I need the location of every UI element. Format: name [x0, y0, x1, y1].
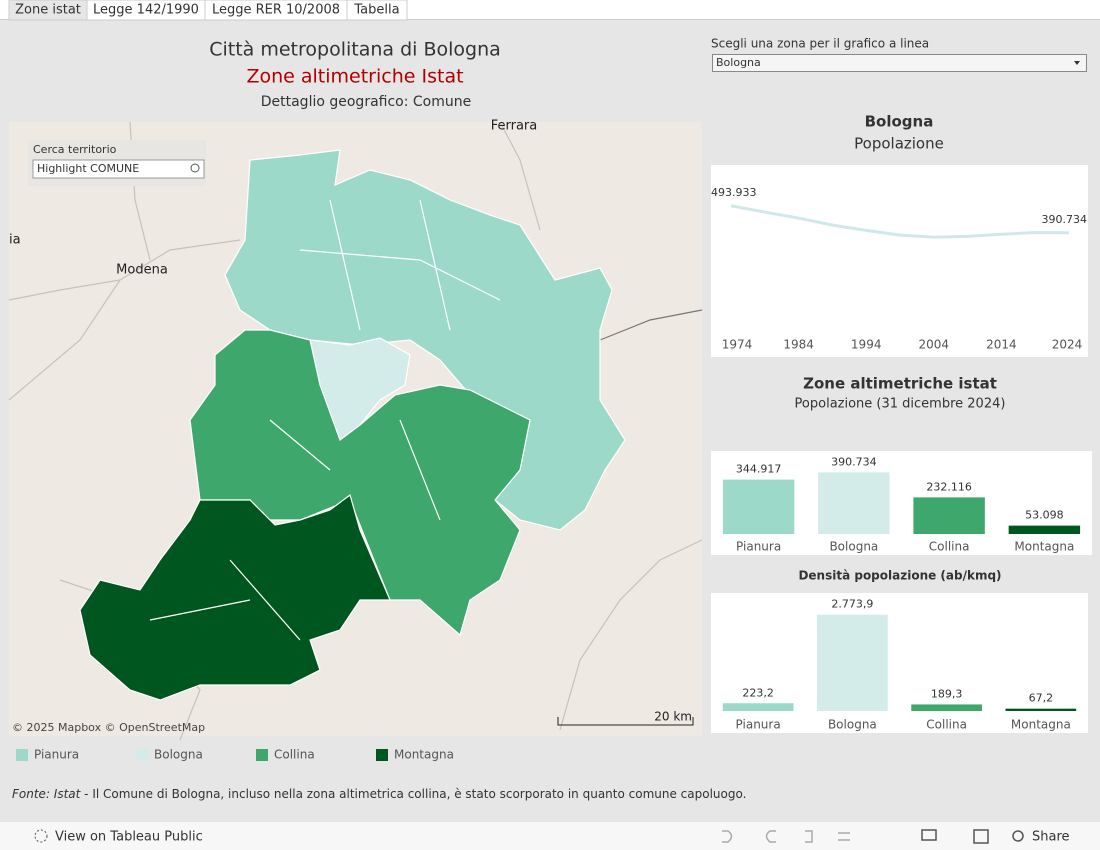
- bar: [1005, 708, 1077, 711]
- legend-swatch: [136, 749, 148, 761]
- data-label: 390.734: [1042, 213, 1088, 226]
- chart-subtitle: Popolazione (31 dicembre 2024): [795, 397, 1006, 412]
- search-placeholder[interactable]: Highlight COMUNE: [37, 162, 139, 175]
- boundaries: [149, 199, 501, 641]
- bar: [817, 614, 888, 711]
- dropdown[interactable]: [712, 54, 1087, 72]
- data-label: 232.116: [926, 480, 972, 493]
- chart-subtitle: Popolazione: [854, 135, 944, 153]
- x-tick-label: Montagna: [1011, 718, 1071, 732]
- x-tick-label: 2014: [986, 338, 1017, 352]
- bar: [1008, 525, 1081, 534]
- legend-swatch: [376, 749, 388, 761]
- tab[interactable]: Tabella: [353, 3, 399, 18]
- x-tick-label: Montagna: [1014, 540, 1074, 554]
- data-label: 390.734: [831, 455, 877, 468]
- x-tick-label: Bologna: [829, 540, 878, 554]
- revert[interactable]: [805, 830, 813, 843]
- title: Città metropolitana di Bologna: [209, 39, 501, 61]
- toolbar-icons: [722, 829, 1024, 844]
- data-label: 189,3: [931, 687, 963, 700]
- detail: Dettaglio geografico: Comune: [261, 94, 472, 110]
- chart-title: Bologna: [865, 113, 934, 131]
- zones: [79, 149, 626, 701]
- x-tick-label: 2024: [1052, 338, 1083, 352]
- footnote-source: Fonte: Istat: [12, 787, 82, 801]
- data-label: 53.098: [1025, 509, 1064, 522]
- refresh[interactable]: [838, 832, 850, 841]
- bar: [911, 704, 982, 711]
- scale-bar: [557, 717, 694, 726]
- search-icon[interactable]: [190, 163, 200, 173]
- bar-panel: [711, 593, 1088, 733]
- search-label: Cerca territorio: [33, 143, 117, 156]
- legend-swatch: [16, 749, 28, 761]
- bar: [722, 703, 794, 711]
- chart-title: Densità popolazione (ab/kmq): [798, 569, 1001, 583]
- x-tick-label: 1984: [783, 338, 814, 352]
- line-panel: [711, 165, 1088, 357]
- footnote: Fonte: Istat - Il Comune di Bologna, inc…: [12, 787, 746, 801]
- border: [599, 309, 703, 341]
- x-tick-label: Collina: [929, 540, 970, 554]
- data-label: 493.933: [711, 186, 757, 199]
- toolbar: [0, 822, 1100, 850]
- share-button[interactable]: Share: [1032, 830, 1070, 845]
- fullscreen[interactable]: [973, 829, 989, 844]
- legend: Pianura Bologna Collina Montagna: [16, 748, 454, 762]
- scale-label: 20 km: [654, 710, 692, 724]
- x-tick-label: Collina: [926, 718, 967, 732]
- tab[interactable]: [346, 0, 408, 21]
- download[interactable]: [921, 829, 937, 841]
- dropdown-arrow[interactable]: [1074, 61, 1080, 65]
- road: [8, 279, 121, 301]
- data-label: 344.917: [736, 463, 782, 476]
- share-icon[interactable]: [1012, 830, 1024, 842]
- zone-montagna[interactable]: [79, 493, 391, 701]
- tab[interactable]: Legge RER 10/2008: [212, 3, 340, 18]
- data-label: 2.773,9: [831, 598, 873, 611]
- place-label: Modena: [116, 263, 168, 278]
- search-box[interactable]: [32, 159, 205, 179]
- bar: [818, 472, 890, 534]
- x-tick-label: Bologna: [828, 718, 877, 732]
- bar: [913, 497, 985, 534]
- undo[interactable]: [722, 830, 733, 843]
- x-tick-label: Pianura: [736, 718, 781, 732]
- x-tick-label: 1974: [722, 338, 753, 352]
- footnote-text: - Il Comune di Bologna, incluso nella zo…: [80, 787, 746, 801]
- legend-label: Pianura: [34, 748, 79, 762]
- road: [559, 539, 703, 731]
- view-link[interactable]: View on Tableau Public: [55, 830, 203, 845]
- road: [499, 121, 541, 231]
- selector-label: Scegli una zona per il grafico a linea: [711, 37, 929, 51]
- redo[interactable]: [765, 830, 777, 843]
- dropdown-value[interactable]: Bologna: [716, 56, 761, 69]
- legend-swatch: [256, 749, 268, 761]
- x-tick-label: Pianura: [736, 540, 781, 554]
- legend-label: Montagna: [394, 748, 454, 762]
- place-label: Ferrara: [491, 119, 538, 134]
- x-tick-label: 2004: [919, 338, 950, 352]
- subtitle: Zone altimetriche Istat: [246, 66, 463, 88]
- data-label: 223,2: [742, 686, 774, 699]
- data-label: 67,2: [1029, 692, 1054, 705]
- tab[interactable]: Legge 142/1990: [93, 3, 199, 18]
- bar: [722, 479, 795, 534]
- tableau-icon[interactable]: [34, 829, 48, 843]
- line: [730, 204, 1070, 239]
- legend-label: Bologna: [154, 748, 203, 762]
- tab[interactable]: Zone istat: [15, 3, 81, 18]
- chart-title: Zone altimetriche istat: [803, 375, 997, 393]
- place-label: ia: [9, 233, 21, 248]
- x-tick-label: 1994: [851, 338, 882, 352]
- attribution: © 2025 Mapbox © OpenStreetMap: [12, 721, 205, 734]
- zone-collina[interactable]: [189, 329, 531, 637]
- legend-label: Collina: [274, 748, 315, 762]
